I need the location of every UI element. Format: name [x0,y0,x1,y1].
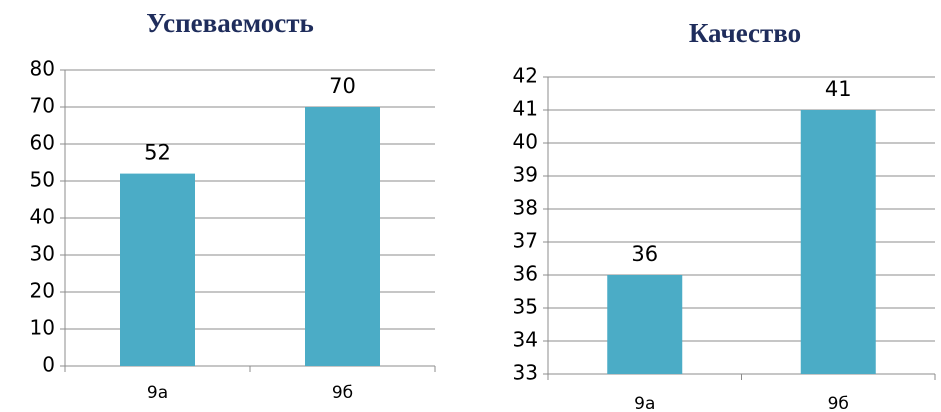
y-tick-label: 70 [30,94,55,118]
bar [305,107,380,366]
bar [607,275,683,374]
x-tick-label: 9а [634,394,655,412]
data-label: 70 [329,74,356,98]
y-tick-label: 37 [513,229,538,253]
data-label: 52 [144,141,171,165]
chart-title: Успеваемость [146,8,314,38]
y-tick-label: 41 [513,97,538,121]
y-tick-label: 39 [513,163,538,187]
y-tick-label: 80 [30,57,55,81]
x-tick-label: 9а [147,383,168,403]
y-tick-label: 35 [513,295,538,319]
y-tick-label: 33 [513,361,538,385]
y-tick-label: 40 [30,205,55,229]
y-tick-label: 40 [513,130,538,154]
y-tick-label: 20 [30,279,55,303]
x-tick-label: 9б [828,394,849,412]
y-tick-label: 0 [42,353,55,377]
y-tick-label: 36 [513,262,538,286]
y-tick-label: 38 [513,196,538,220]
data-label: 36 [631,242,658,266]
x-tick-label: 9б [332,383,353,403]
y-tick-label: 60 [30,131,55,155]
y-tick-label: 30 [30,242,55,266]
bar [800,110,876,374]
y-tick-label: 50 [30,168,55,192]
y-tick-label: 34 [513,328,538,352]
bar [120,173,195,366]
y-tick-label: 10 [30,316,55,340]
data-label: 41 [825,77,852,101]
y-tick-label: 42 [513,64,538,88]
chart-title: Качество [689,18,801,48]
